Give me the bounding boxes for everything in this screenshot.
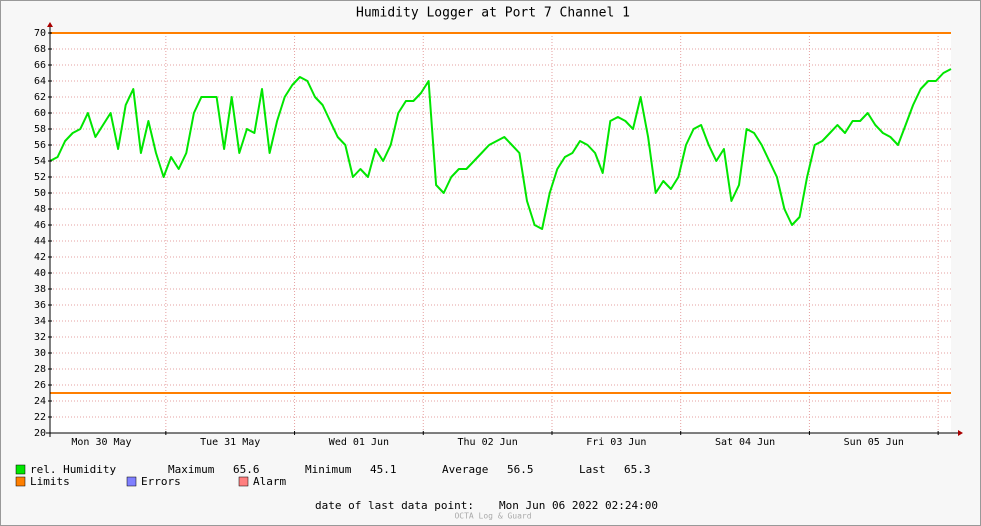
y-tick-label: 46 — [34, 220, 46, 231]
y-tick-label: 52 — [34, 172, 46, 183]
y-tick-label: 38 — [34, 284, 46, 295]
y-tick-label: 54 — [34, 156, 46, 167]
legend-label: Alarm — [253, 475, 286, 488]
stat-label: Maximum — [168, 463, 215, 476]
y-tick-label: 60 — [34, 108, 46, 119]
legend-swatch — [126, 476, 137, 487]
x-tick-label: Thu 02 Jun — [458, 437, 518, 448]
chart-title: Humidity Logger at Port 7 Channel 1 — [356, 6, 630, 21]
stat-label: Minimum — [305, 463, 352, 476]
footer-label: date of last data point: — [315, 499, 474, 512]
y-tick-label: 36 — [34, 300, 46, 311]
x-arrow — [958, 430, 963, 436]
y-tick-label: 22 — [34, 412, 46, 423]
y-tick-label: 58 — [34, 124, 46, 135]
y-tick-label: 48 — [34, 204, 46, 215]
y-tick-label: 28 — [34, 364, 46, 375]
y-tick-label: 32 — [34, 332, 46, 343]
y-tick-label: 66 — [34, 60, 46, 71]
footer-value: Mon Jun 06 2022 02:24:00 — [499, 499, 658, 512]
y-tick-label: 20 — [34, 428, 46, 439]
y-tick-label: 62 — [34, 92, 46, 103]
y-tick-label: 50 — [34, 188, 46, 199]
y-tick-label: 24 — [34, 396, 46, 407]
plot-area — [50, 33, 951, 433]
stat-label: Average — [442, 463, 488, 476]
y-tick-label: 34 — [34, 316, 46, 327]
x-tick-label: Fri 03 Jun — [586, 437, 646, 448]
stat-label: Last — [579, 463, 606, 476]
y-tick-label: 26 — [34, 380, 46, 391]
y-tick-label: 70 — [34, 28, 46, 39]
watermark: OCTA Log & Guard — [454, 512, 531, 521]
y-tick-label: 64 — [34, 76, 46, 87]
y-tick-label: 40 — [34, 268, 46, 279]
stat-value: 65.6 — [233, 463, 260, 476]
stat-value: 65.3 — [624, 463, 651, 476]
x-tick-label: Mon 30 May — [71, 437, 131, 448]
x-tick-label: Sun 05 Jun — [844, 437, 904, 448]
y-arrow — [47, 22, 53, 27]
legend-label: Limits — [30, 475, 70, 488]
legend-swatch — [15, 464, 26, 475]
data-line — [49, 68, 952, 230]
legend-label: rel. Humidity — [30, 463, 116, 476]
y-tick-label: 30 — [34, 348, 46, 359]
legend-swatch — [238, 476, 249, 487]
legend-label: Errors — [141, 475, 181, 488]
y-tick-label: 68 — [34, 44, 46, 55]
stat-value: 56.5 — [507, 463, 534, 476]
x-tick-label: Tue 31 May — [200, 437, 260, 448]
x-tick-label: Wed 01 Jun — [329, 437, 389, 448]
y-tick-label: 56 — [34, 140, 46, 151]
legend-swatch — [15, 476, 26, 487]
y-tick-label: 44 — [34, 236, 46, 247]
y-tick-label: 42 — [34, 252, 46, 263]
stat-value: 45.1 — [370, 463, 397, 476]
x-tick-label: Sat 04 Jun — [715, 437, 775, 448]
